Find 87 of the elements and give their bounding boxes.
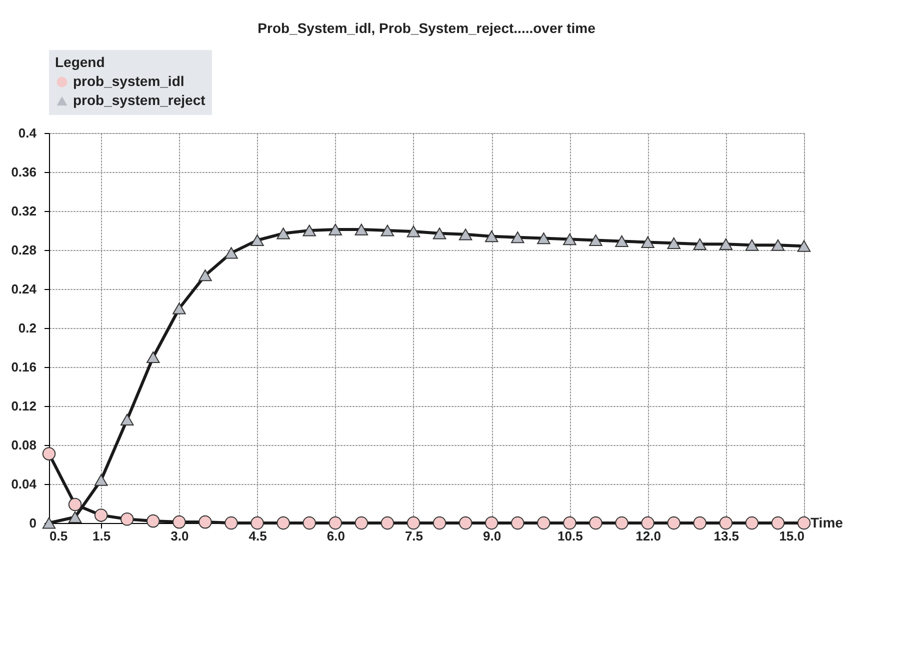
point xyxy=(94,474,108,486)
point xyxy=(302,224,316,236)
point xyxy=(354,516,368,530)
point xyxy=(667,516,680,530)
point xyxy=(120,512,134,526)
point xyxy=(276,228,290,240)
point xyxy=(458,228,472,240)
point xyxy=(615,235,628,248)
point xyxy=(771,516,785,530)
point xyxy=(693,238,706,250)
x-tick-label: 1.5 xyxy=(92,528,111,544)
point xyxy=(224,247,238,259)
point xyxy=(42,447,56,460)
point xyxy=(510,516,524,530)
x-tick-label: 4.5 xyxy=(248,528,267,544)
point xyxy=(484,230,498,242)
y-tick-label: 0.36 xyxy=(11,164,36,180)
point xyxy=(68,511,82,523)
point xyxy=(693,516,706,530)
point xyxy=(406,226,420,238)
x-tick-label: 13.5 xyxy=(714,528,740,544)
point xyxy=(146,351,160,364)
x-tick-label: 12.0 xyxy=(636,528,661,544)
point xyxy=(302,516,316,530)
point xyxy=(745,516,759,530)
point xyxy=(198,515,212,529)
point xyxy=(120,414,134,426)
x-tick-label: 9.0 xyxy=(483,528,502,544)
point xyxy=(172,515,186,529)
y-tick-label: 0.04 xyxy=(11,476,38,492)
y-tick-label: 0.16 xyxy=(11,360,36,374)
y-tick-label: 0 xyxy=(29,516,36,530)
point xyxy=(432,516,446,530)
point xyxy=(406,516,420,530)
point xyxy=(537,232,550,244)
point xyxy=(328,224,342,236)
point xyxy=(797,516,811,530)
point xyxy=(198,270,212,282)
point xyxy=(797,240,811,252)
point xyxy=(276,516,290,530)
point xyxy=(458,516,472,530)
legend-label: prob_system_reject xyxy=(73,92,206,108)
point xyxy=(771,239,785,251)
point xyxy=(354,224,368,236)
y-tick-label: 0.28 xyxy=(11,242,36,258)
point xyxy=(380,516,394,530)
y-tick-label: 0.2 xyxy=(18,320,36,336)
point xyxy=(484,516,498,530)
x-tick-label: 7.5 xyxy=(404,528,424,544)
legend-title: Legend xyxy=(55,54,105,70)
point xyxy=(172,302,186,314)
x-tick-label: 15.0 xyxy=(779,528,804,544)
point xyxy=(719,238,733,250)
y-tick-label: 0.24 xyxy=(11,282,38,296)
point xyxy=(68,498,82,512)
y-tick-label: 0.4 xyxy=(18,126,38,140)
y-tick-label: 0.08 xyxy=(11,438,36,452)
point xyxy=(745,239,759,251)
point xyxy=(719,516,733,530)
x-axis-title: Time xyxy=(810,514,844,530)
point xyxy=(563,516,576,530)
point xyxy=(250,516,264,530)
x-tick-label: 0.5 xyxy=(50,528,68,544)
point xyxy=(146,514,160,528)
legend-label: prob_system_idl xyxy=(73,73,184,89)
point xyxy=(510,232,524,244)
y-tick-label: 0.12 xyxy=(11,398,36,414)
point xyxy=(94,508,108,522)
x-tick-label: 3.0 xyxy=(170,528,189,544)
point xyxy=(42,517,56,529)
point xyxy=(224,516,238,530)
point xyxy=(641,516,654,530)
x-tick-label: 10.5 xyxy=(558,528,583,544)
point xyxy=(537,516,550,530)
point xyxy=(589,516,602,530)
point xyxy=(328,516,342,530)
point xyxy=(589,234,602,246)
point xyxy=(615,516,628,530)
point xyxy=(250,234,264,246)
point xyxy=(380,224,394,236)
x-tick-label: 6.0 xyxy=(326,528,345,544)
point xyxy=(563,233,576,246)
point xyxy=(667,237,680,249)
point xyxy=(641,236,654,248)
chart-title: Prob_System_idl, Prob_System_reject.....over time xyxy=(258,20,596,36)
point xyxy=(432,228,446,240)
y-tick-label: 0.32 xyxy=(11,204,36,218)
